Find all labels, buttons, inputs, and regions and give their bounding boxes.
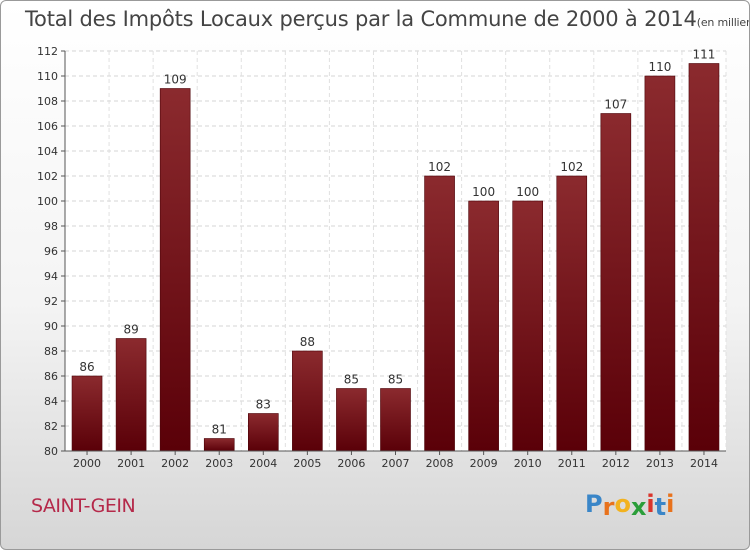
bar-2006	[336, 388, 367, 452]
x-tick-label: 2009	[470, 457, 498, 470]
bar-value-label: 81	[212, 423, 227, 437]
x-tick-label: 2006	[337, 457, 365, 470]
y-tick-label: 104	[37, 145, 58, 158]
bar-value-label: 102	[428, 160, 451, 174]
bar-2013	[644, 75, 676, 452]
bar-value-label: 86	[79, 360, 94, 374]
bar-value-label: 100	[472, 185, 495, 199]
bar-2011	[556, 175, 588, 452]
bar-2007	[380, 388, 411, 452]
x-tick-label: 2003	[205, 457, 233, 470]
y-tick-label: 94	[44, 270, 58, 283]
chart-title-unit: (en milliers d'€)	[696, 16, 750, 29]
bar-2002	[159, 88, 191, 452]
chart-title: Total des Impôts Locaux perçus par la Co…	[25, 7, 750, 31]
bar-value-label: 85	[344, 373, 359, 387]
y-tick-label: 86	[44, 370, 58, 383]
bar-2003	[203, 438, 235, 452]
y-tick-label: 90	[44, 320, 58, 333]
bar-value-label: 83	[256, 398, 271, 412]
bar-2012	[600, 113, 632, 452]
bar-2014	[688, 63, 720, 452]
bar-value-label: 102	[560, 160, 583, 174]
y-tick-label: 88	[44, 345, 58, 358]
y-tick-label: 108	[37, 95, 58, 108]
y-tick-label: 106	[37, 120, 58, 133]
bar-2001	[115, 338, 147, 452]
x-tick-label: 2011	[558, 457, 586, 470]
y-tick-label: 80	[44, 445, 58, 458]
logo-letter: r	[602, 493, 615, 521]
x-tick-label: 2001	[117, 457, 145, 470]
logo-letter: t	[654, 493, 667, 521]
bar-2008	[424, 175, 455, 452]
bar-value-label: 88	[300, 335, 315, 349]
commune-name: SAINT-GEIN	[31, 495, 136, 517]
x-tick-label: 2004	[249, 457, 277, 470]
x-tick-label: 2007	[382, 457, 410, 470]
bar-value-label: 100	[516, 185, 539, 199]
bar-2004	[248, 413, 279, 452]
logo-letter: i	[666, 490, 675, 518]
y-tick-label: 112	[37, 45, 58, 58]
bar-value-label: 85	[388, 373, 403, 387]
x-tick-label: 2005	[293, 457, 321, 470]
y-tick-label: 84	[44, 395, 58, 408]
logo-letter: i	[646, 490, 655, 518]
bar-2009	[468, 200, 499, 452]
y-tick-label: 110	[37, 70, 58, 83]
logo-letter: o	[614, 490, 631, 518]
x-tick-label: 2010	[514, 457, 542, 470]
logo-letter: P	[585, 490, 603, 518]
x-tick-label: 2000	[73, 457, 101, 470]
bar-value-label: 110	[648, 60, 671, 74]
proxiti-logo[interactable]: Proxiti	[585, 490, 675, 521]
bar-2010	[512, 200, 544, 452]
x-tick-label: 2002	[161, 457, 189, 470]
x-tick-label: 2012	[602, 457, 630, 470]
y-tick-label: 96	[44, 245, 58, 258]
bar-value-label: 107	[604, 98, 627, 112]
y-tick-label: 82	[44, 420, 58, 433]
axes: 80 82 84 86 88 90 92 94 96 98 100 102 104 106 108 110 11…	[37, 45, 726, 470]
bar-2000	[71, 375, 103, 452]
x-tick-label: 2008	[426, 457, 454, 470]
y-tick-label: 92	[44, 295, 58, 308]
x-tick-label: 2013	[646, 457, 674, 470]
y-tick-label: 98	[44, 220, 58, 233]
bar-value-label: 111	[693, 48, 716, 62]
bar-2005	[292, 350, 323, 452]
logo-letter: x	[630, 493, 647, 521]
chart-title-text: Total des Impôts Locaux perçus par la Co…	[25, 7, 697, 31]
y-tick-label: 102	[37, 170, 58, 183]
y-tick-label: 100	[37, 195, 58, 208]
bar-value-label: 89	[123, 323, 138, 337]
bars: 86 89 109 81 83 88 85 85 102 100 100 102 107 110 111	[71, 48, 720, 452]
bar-value-label: 109	[164, 73, 187, 87]
x-tick-label: 2014	[690, 457, 718, 470]
